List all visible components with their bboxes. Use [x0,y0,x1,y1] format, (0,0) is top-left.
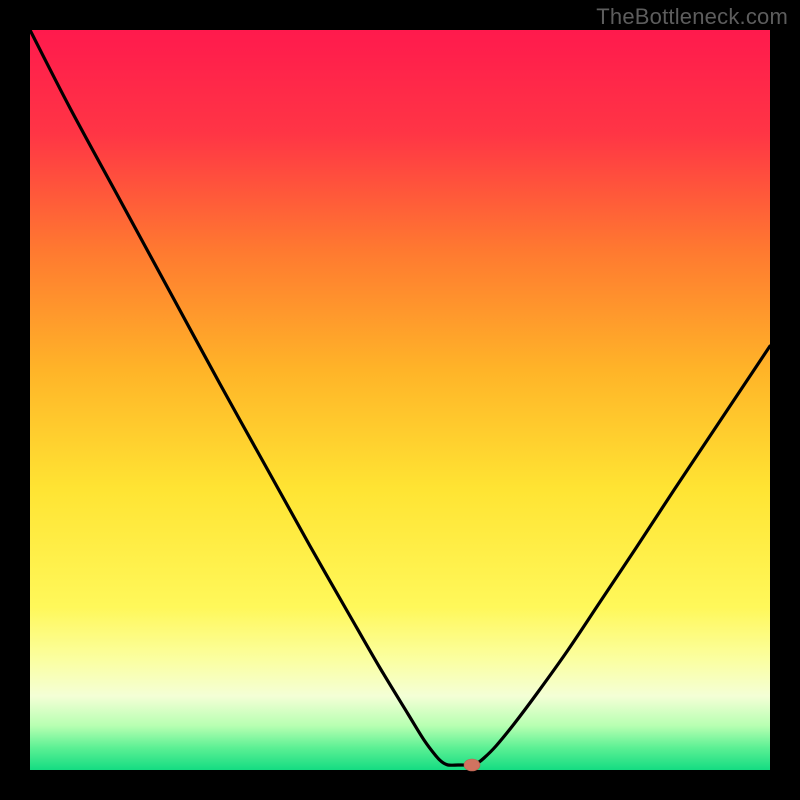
bottleneck-chart [0,0,800,800]
optimal-point-marker [464,759,480,771]
plot-area [30,30,770,770]
chart-container: TheBottleneck.com [0,0,800,800]
watermark-text: TheBottleneck.com [596,4,788,30]
